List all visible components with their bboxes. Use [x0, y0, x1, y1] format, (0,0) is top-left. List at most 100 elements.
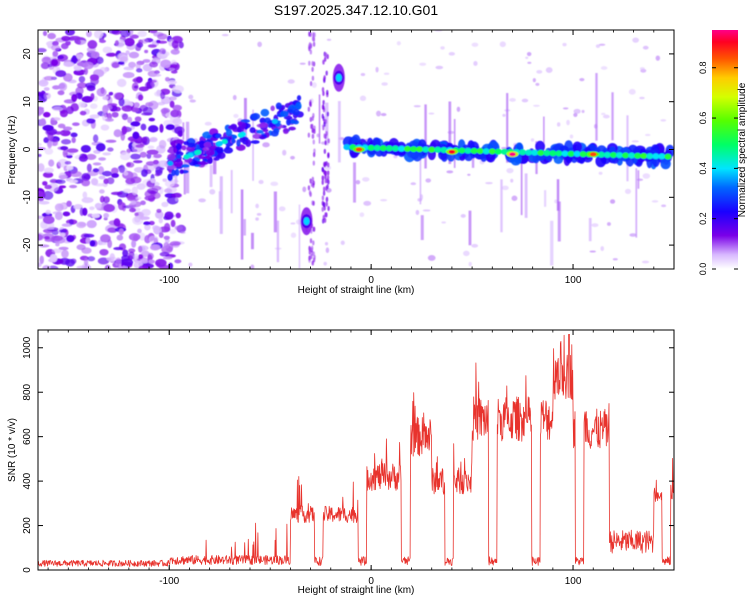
heat-cell — [52, 106, 64, 112]
heat-cell — [499, 41, 506, 48]
heat-cell — [428, 146, 436, 153]
heat-cell — [118, 97, 125, 107]
heat-cell — [153, 153, 162, 159]
heat-cell — [308, 255, 311, 261]
heat-cell — [640, 152, 648, 159]
heat-cell — [446, 170, 454, 174]
heat-cell — [600, 66, 608, 70]
heat-streak — [240, 189, 244, 260]
heat-cell — [326, 184, 329, 190]
heat-cell — [157, 101, 166, 106]
heat-cell — [79, 207, 85, 217]
heat-cell — [607, 222, 611, 226]
colorbar-axes: 0.0 0.2 0.4 0.6 0.8 — [698, 61, 738, 275]
y-tick-label: -20 — [22, 237, 33, 252]
heat-cell — [61, 139, 72, 145]
heat-cell — [527, 61, 532, 64]
heat-cell — [579, 151, 587, 158]
heat-cell — [303, 217, 310, 226]
heat-cell — [282, 127, 289, 135]
heat-cell — [137, 94, 144, 101]
heat-cell — [132, 131, 140, 140]
heat-cell — [312, 139, 315, 145]
heat-streak — [174, 153, 178, 184]
heat-cell — [321, 195, 325, 201]
heat-cell — [327, 153, 330, 159]
heat-cell — [60, 232, 66, 238]
heat-cell — [470, 147, 478, 154]
heat-cell — [385, 145, 393, 152]
colorbar: 0.0 0.2 0.4 0.6 0.8 Normalized spectral ampl… — [698, 30, 748, 275]
heat-cell — [66, 165, 74, 171]
heat-cell — [148, 259, 155, 264]
heat-cell — [59, 129, 71, 137]
heat-cell — [419, 62, 427, 66]
heat-cell — [149, 30, 158, 34]
snr-frame — [37, 329, 675, 571]
heat-cell — [132, 160, 143, 164]
heat-cell — [537, 149, 545, 156]
heat-cell — [172, 104, 182, 111]
heat-cell — [62, 126, 73, 131]
heat-cell — [141, 250, 150, 258]
heat-cell — [65, 106, 74, 115]
heat-cell — [121, 125, 128, 135]
heat-cell — [311, 176, 315, 182]
heat-cell — [42, 171, 54, 178]
heat-cell — [380, 113, 387, 117]
heat-cell — [343, 144, 351, 151]
heat-cell — [324, 140, 327, 146]
heat-cell — [383, 72, 390, 75]
heat-streak — [524, 173, 528, 218]
heat-cell — [307, 106, 311, 112]
heat-cell — [81, 179, 91, 187]
heat-cell — [155, 166, 163, 174]
heat-cell — [309, 101, 312, 107]
heat-cell — [85, 153, 97, 161]
heat-cell — [44, 226, 54, 230]
heat-cell — [391, 145, 399, 152]
heat-cell — [598, 171, 603, 175]
heat-cell — [51, 248, 62, 254]
heat-cell — [179, 169, 184, 175]
heat-cell — [172, 117, 183, 126]
heat-cell — [147, 145, 155, 149]
y-tick-label: 200 — [22, 517, 33, 534]
heat-cell — [188, 262, 193, 267]
heat-cell — [131, 186, 138, 196]
heat-cell — [311, 123, 314, 129]
heat-cell — [108, 91, 114, 96]
heat-cell — [601, 112, 606, 116]
heat-streak — [251, 232, 254, 250]
heat-cell — [144, 81, 155, 90]
heat-cell — [149, 244, 161, 251]
heat-cell — [340, 240, 345, 246]
heat-cell — [167, 173, 173, 182]
x-tick-label: 100 — [565, 576, 582, 587]
heat-cell — [322, 99, 325, 105]
heat-cell — [82, 61, 94, 70]
heat-cell — [127, 116, 133, 124]
heat-cell — [311, 260, 314, 266]
heat-cell — [494, 148, 502, 155]
heat-cell — [150, 178, 156, 184]
heat-cell — [164, 211, 174, 220]
heat-cell — [312, 160, 316, 166]
heat-cell — [230, 123, 237, 130]
heat-cell — [100, 124, 110, 131]
heat-cell — [325, 70, 328, 76]
heat-cell — [325, 130, 328, 136]
heat-cell — [440, 46, 445, 50]
heat-cell — [42, 190, 54, 200]
heat-cell — [40, 62, 50, 70]
heat-cell — [157, 33, 168, 40]
heat-cell — [646, 153, 654, 160]
heat-cell — [427, 254, 436, 261]
heat-cell — [323, 217, 327, 223]
heat-cell — [327, 162, 330, 168]
heat-cell — [134, 212, 139, 217]
heat-cell — [169, 67, 175, 71]
